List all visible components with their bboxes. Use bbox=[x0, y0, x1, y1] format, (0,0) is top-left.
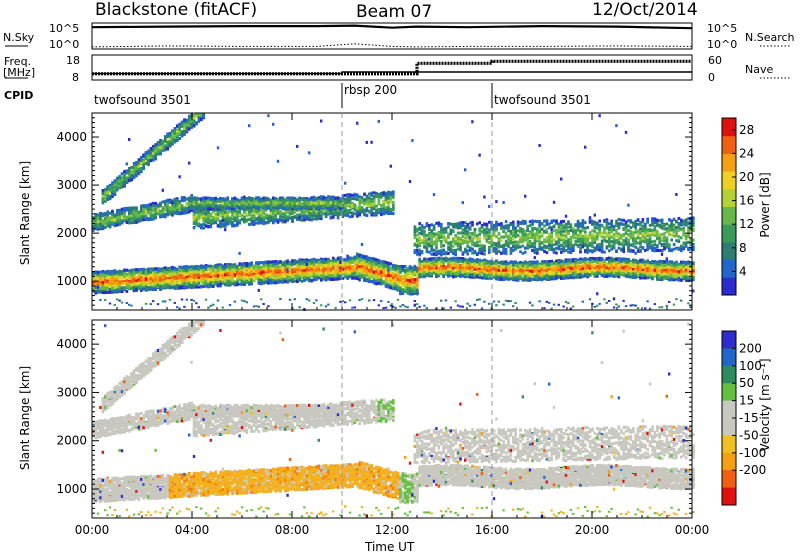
power-colorbar-seg-6 bbox=[722, 171, 736, 189]
velocity-colorbar-tick-6: -100 bbox=[739, 446, 766, 460]
xtick-label-1: 04:00 bbox=[175, 523, 210, 537]
power-colorbar-tick-0: 4 bbox=[739, 264, 747, 278]
velocity-heatmap bbox=[92, 320, 695, 517]
xtick-label-4: 16:00 bbox=[475, 523, 510, 537]
xtick-label-3: 12:00 bbox=[375, 523, 410, 537]
velocity-ytick-2: 3000 bbox=[56, 385, 87, 399]
power-ytick-3: 4000 bbox=[56, 130, 87, 144]
velocity-colorbar-seg-5 bbox=[722, 418, 736, 436]
velocity-colorbar-tick-7: -200 bbox=[739, 463, 766, 477]
velocity-colorbar-tick-5: -50 bbox=[739, 428, 759, 442]
velocity-colorbar-seg-9 bbox=[722, 488, 736, 506]
velocity-colorbar-tick-4: -15 bbox=[739, 411, 759, 425]
rti-plot: 1000 2000 3000 4000 1000 2000 3000 4000 00:00 04:… bbox=[0, 0, 800, 554]
freq-panel-frame bbox=[92, 55, 692, 80]
power-colorbar-tick-1: 8 bbox=[739, 241, 747, 255]
velocity-colorbar-seg-3 bbox=[722, 383, 736, 401]
velocity-colorbar-tick-0: 200 bbox=[739, 341, 762, 355]
power-heatmap bbox=[92, 113, 695, 311]
power-colorbar-tick-3: 16 bbox=[739, 194, 754, 208]
power-colorbar-seg-2 bbox=[722, 242, 736, 260]
velocity-colorbar-seg-1 bbox=[722, 348, 736, 366]
velocity-colorbar-seg-6 bbox=[722, 435, 736, 453]
power-colorbar-seg-5 bbox=[722, 189, 736, 207]
power-ytick-2: 3000 bbox=[56, 178, 87, 192]
power-colorbar-tick-5: 24 bbox=[739, 146, 754, 160]
velocity-colorbar-seg-8 bbox=[722, 470, 736, 488]
power-colorbar-tick-6: 28 bbox=[739, 123, 754, 137]
xtick-label-0: 00:00 bbox=[75, 523, 110, 537]
power-ytick-0: 1000 bbox=[56, 274, 87, 288]
velocity-colorbar-tick-2: 50 bbox=[739, 376, 754, 390]
velocity-ytick-3: 4000 bbox=[56, 337, 87, 351]
velocity-colorbar-seg-7 bbox=[722, 453, 736, 471]
power-colorbar-seg-7 bbox=[722, 153, 736, 171]
velocity-ytick-0: 1000 bbox=[56, 482, 87, 496]
xtick-label-2: 08:00 bbox=[275, 523, 310, 537]
power-colorbar-seg-0 bbox=[722, 277, 736, 295]
series-line-nsky bbox=[92, 26, 692, 29]
xtick-label-5: 20:00 bbox=[575, 523, 610, 537]
power-colorbar-seg-1 bbox=[722, 260, 736, 278]
velocity-colorbar-seg-4 bbox=[722, 401, 736, 419]
xtick-label-6: 00:00 bbox=[675, 523, 710, 537]
velocity-colorbar-seg-0 bbox=[722, 331, 736, 349]
series-line-nsearch bbox=[92, 44, 692, 47]
velocity-ytick-1: 2000 bbox=[56, 434, 87, 448]
velocity-colorbar-seg-2 bbox=[722, 366, 736, 384]
power-colorbar-seg-8 bbox=[722, 136, 736, 154]
power-colorbar-seg-4 bbox=[722, 207, 736, 225]
power-colorbar-tick-4: 20 bbox=[739, 170, 754, 184]
power-colorbar-seg-3 bbox=[722, 224, 736, 242]
power-colorbar-seg-9 bbox=[722, 118, 736, 136]
power-ytick-1: 2000 bbox=[56, 226, 87, 240]
velocity-colorbar-tick-3: 15 bbox=[739, 394, 754, 408]
velocity-colorbar-tick-1: 100 bbox=[739, 359, 762, 373]
power-colorbar-tick-2: 12 bbox=[739, 217, 754, 231]
